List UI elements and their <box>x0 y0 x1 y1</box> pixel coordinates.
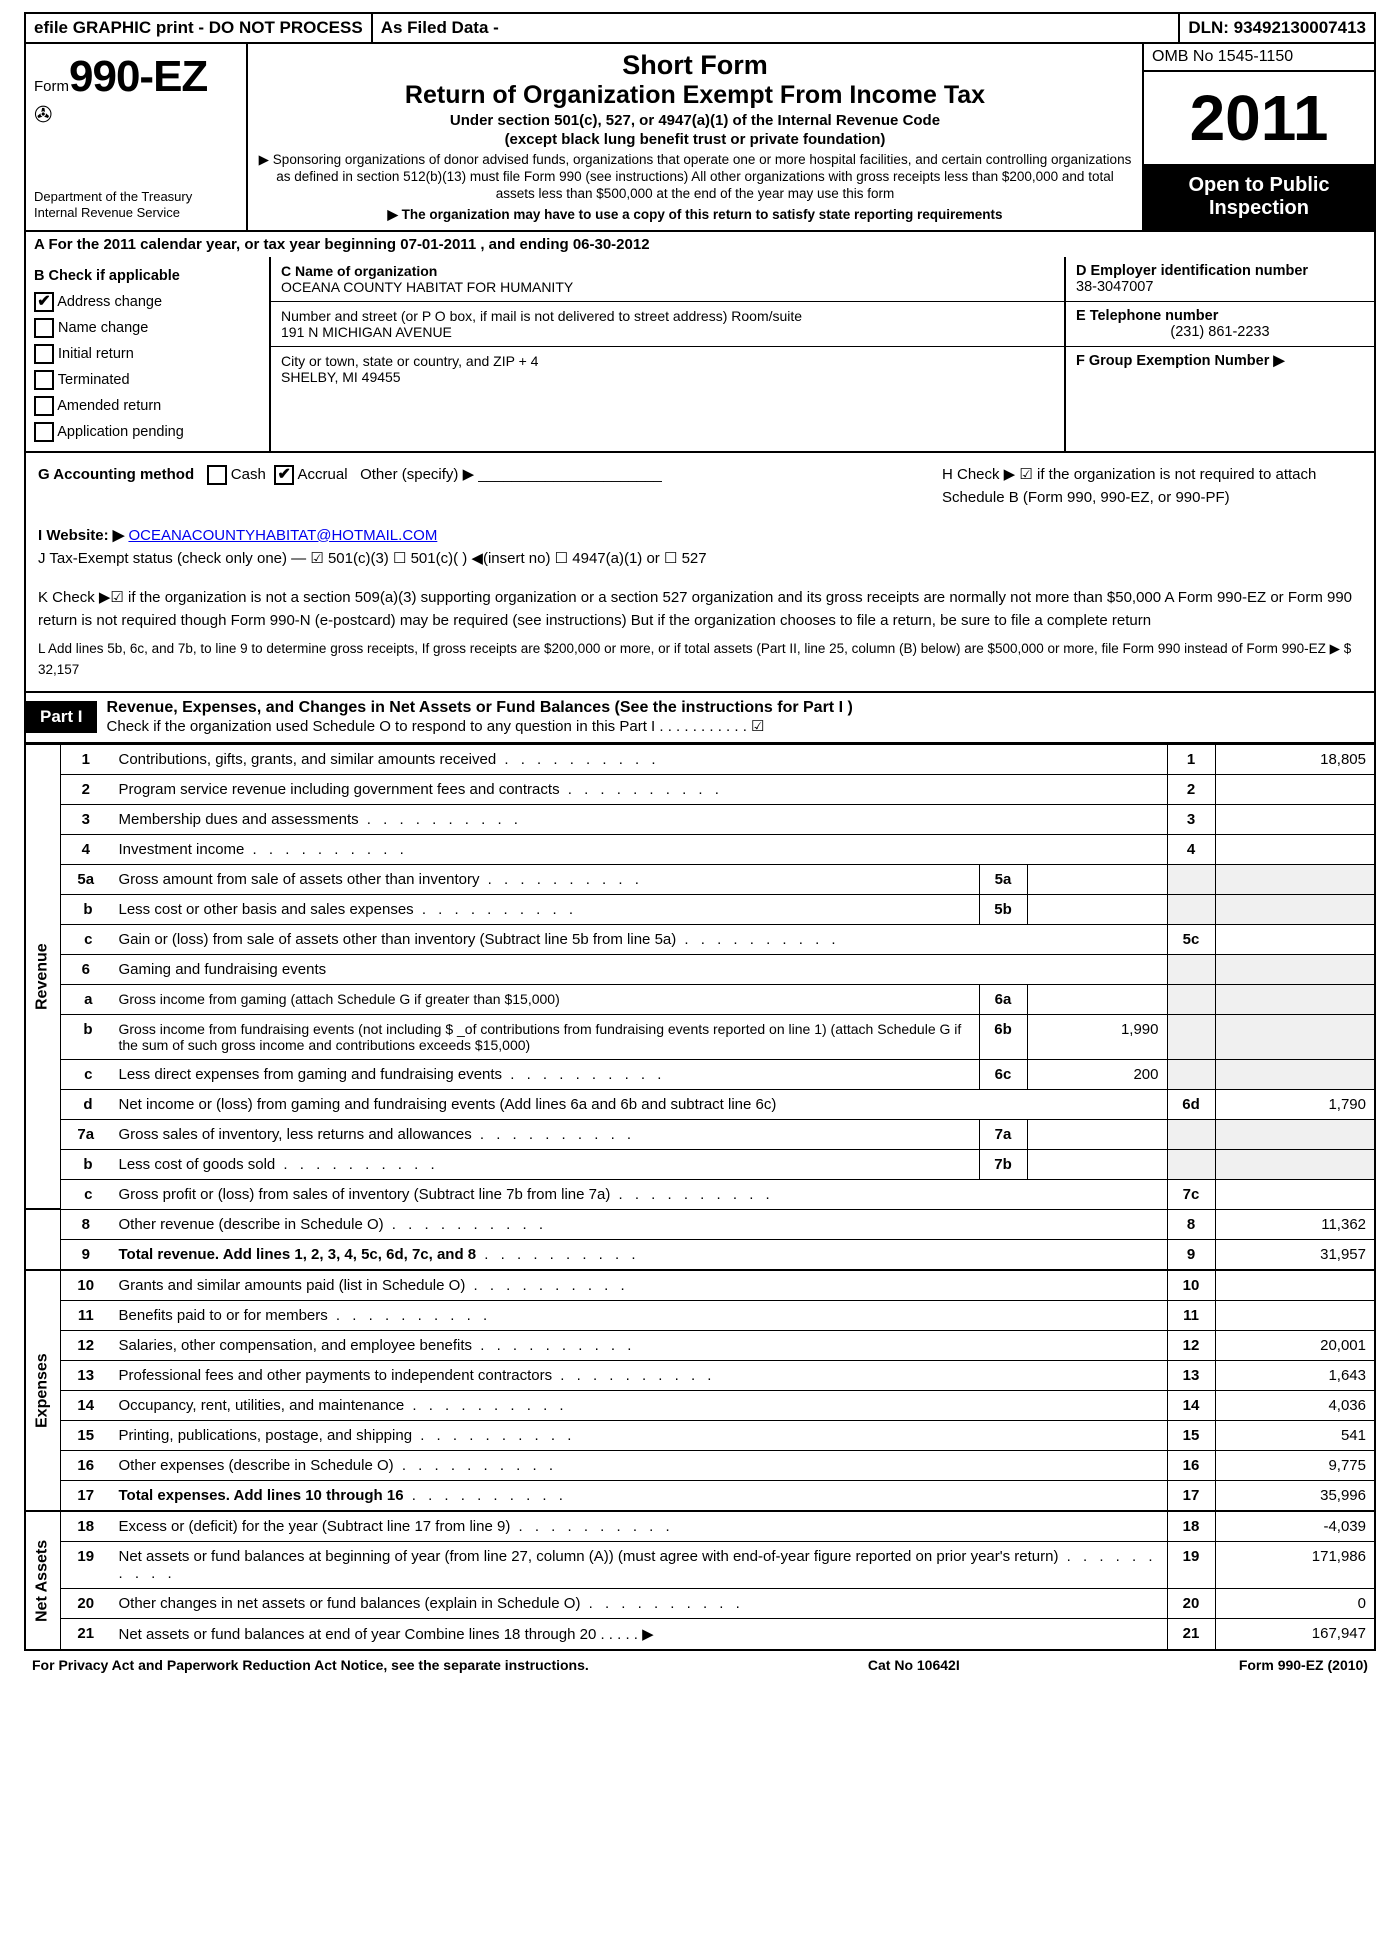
tax-year: 2011 <box>1144 72 1374 164</box>
line-g: G Accounting method Cash ✔ Accrual Other… <box>38 463 662 510</box>
column-b-checkboxes: B Check if applicable ✔ Address change N… <box>26 257 271 452</box>
chk-cash[interactable] <box>207 465 227 485</box>
identity-block: B Check if applicable ✔ Address change N… <box>24 257 1376 454</box>
part-1-table: Revenue 1 Contributions, gifts, grants, … <box>24 744 1376 1651</box>
chk-accrual[interactable]: ✔ <box>274 465 294 485</box>
col-b-head: B Check if applicable <box>34 263 261 289</box>
short-form-title: Short Form <box>258 50 1132 81</box>
amt-21: 167,947 <box>1215 1618 1375 1650</box>
amt-19: 171,986 <box>1215 1541 1375 1588</box>
omb-number: OMB No 1545-1150 <box>1144 44 1374 72</box>
footer-form: Form 990-EZ (2010) <box>1239 1657 1368 1673</box>
chk-terminated[interactable] <box>34 370 54 390</box>
amt-9: 31,957 <box>1215 1239 1375 1270</box>
chk-address-change[interactable]: ✔ <box>34 292 54 312</box>
group-exemption: F Group Exemption Number ▶ <box>1076 353 1285 369</box>
topbar-mid: As Filed Data - <box>373 14 1181 42</box>
footer-privacy: For Privacy Act and Paperwork Reduction … <box>32 1657 589 1673</box>
amt-14: 4,036 <box>1215 1390 1375 1420</box>
netassets-section-label: Net Assets <box>25 1511 61 1650</box>
form-prefix: Form <box>34 78 69 95</box>
amt-13: 1,643 <box>1215 1360 1375 1390</box>
amt-15: 541 <box>1215 1420 1375 1450</box>
line-j: J Tax-Exempt status (check only one) — ☑… <box>38 547 1362 570</box>
line-l: L Add lines 5b, 6c, and 7b, to line 9 to… <box>38 639 1362 681</box>
form-990ez-page: efile GRAPHIC print - DO NOT PROCESS As … <box>0 0 1400 1691</box>
amt-12: 20,001 <box>1215 1330 1375 1360</box>
return-title: Return of Organization Exempt From Incom… <box>258 81 1132 110</box>
amt-6c: 200 <box>1027 1059 1167 1089</box>
chk-amended-return[interactable] <box>34 396 54 416</box>
org-street: 191 N MICHIGAN AVENUE <box>281 324 452 340</box>
org-name: OCEANA COUNTY HABITAT FOR HUMANITY <box>281 279 573 295</box>
org-city: SHELBY, MI 49455 <box>281 369 401 385</box>
dept-irs: Internal Revenue Service <box>34 205 238 221</box>
website-link[interactable]: OCEANACOUNTYHABITAT@HOTMAIL.COM <box>128 527 437 544</box>
part-1-label: Part I <box>26 701 97 733</box>
amt-8: 11,362 <box>1215 1209 1375 1239</box>
column-c-name-address: C Name of organization OCEANA COUNTY HAB… <box>271 257 1064 452</box>
line-k: K Check ▶☑ if the organization is not a … <box>38 586 1362 633</box>
amt-6d: 1,790 <box>1215 1089 1375 1119</box>
topbar-left: efile GRAPHIC print - DO NOT PROCESS <box>26 14 373 42</box>
part-1-title: Revenue, Expenses, and Changes in Net As… <box>107 699 853 716</box>
amt-6b: 1,990 <box>1027 1014 1167 1059</box>
chk-application-pending[interactable] <box>34 422 54 442</box>
irs-eagle-icon: ✇ <box>34 102 238 128</box>
form-number: 990-EZ <box>69 52 207 101</box>
header-sub1: Under section 501(c), 527, or 4947(a)(1)… <box>258 112 1132 129</box>
form-header: Form990-EZ ✇ Department of the Treasury … <box>24 44 1376 232</box>
amt-18: -4,039 <box>1215 1511 1375 1542</box>
amt-17: 35,996 <box>1215 1480 1375 1511</box>
part-1-check-line: Check if the organization used Schedule … <box>107 718 765 735</box>
column-d-ein-phone: D Employer identification number 38-3047… <box>1064 257 1374 452</box>
line-h: H Check ▶ ☑ if the organization is not r… <box>942 463 1362 510</box>
header-note2: ▶ The organization may have to use a cop… <box>258 207 1132 224</box>
amt-20: 0 <box>1215 1588 1375 1618</box>
dept-treasury: Department of the Treasury <box>34 189 238 205</box>
ein-value: 38-3047007 <box>1076 279 1153 295</box>
page-footer: For Privacy Act and Paperwork Reduction … <box>24 1651 1376 1679</box>
top-bar: efile GRAPHIC print - DO NOT PROCESS As … <box>24 12 1376 44</box>
amt-16: 9,775 <box>1215 1450 1375 1480</box>
header-note1: ▶ Sponsoring organizations of donor advi… <box>258 152 1132 203</box>
part-1-header: Part I Revenue, Expenses, and Changes in… <box>24 693 1376 744</box>
lines-g-to-l: G Accounting method Cash ✔ Accrual Other… <box>24 453 1376 692</box>
footer-catno: Cat No 10642I <box>868 1657 960 1673</box>
topbar-right: DLN: 93492130007413 <box>1180 14 1374 42</box>
line-a-tax-year: A For the 2011 calendar year, or tax yea… <box>24 232 1376 257</box>
amt-1: 18,805 <box>1215 744 1375 774</box>
revenue-section-label: Revenue <box>25 744 61 1209</box>
expenses-section-label: Expenses <box>25 1270 61 1511</box>
chk-initial-return[interactable] <box>34 344 54 364</box>
open-to-public: Open to Public Inspection <box>1144 164 1374 230</box>
chk-name-change[interactable] <box>34 318 54 338</box>
phone-value: (231) 861-2233 <box>1076 324 1364 340</box>
header-sub2: (except black lung benefit trust or priv… <box>258 131 1132 148</box>
